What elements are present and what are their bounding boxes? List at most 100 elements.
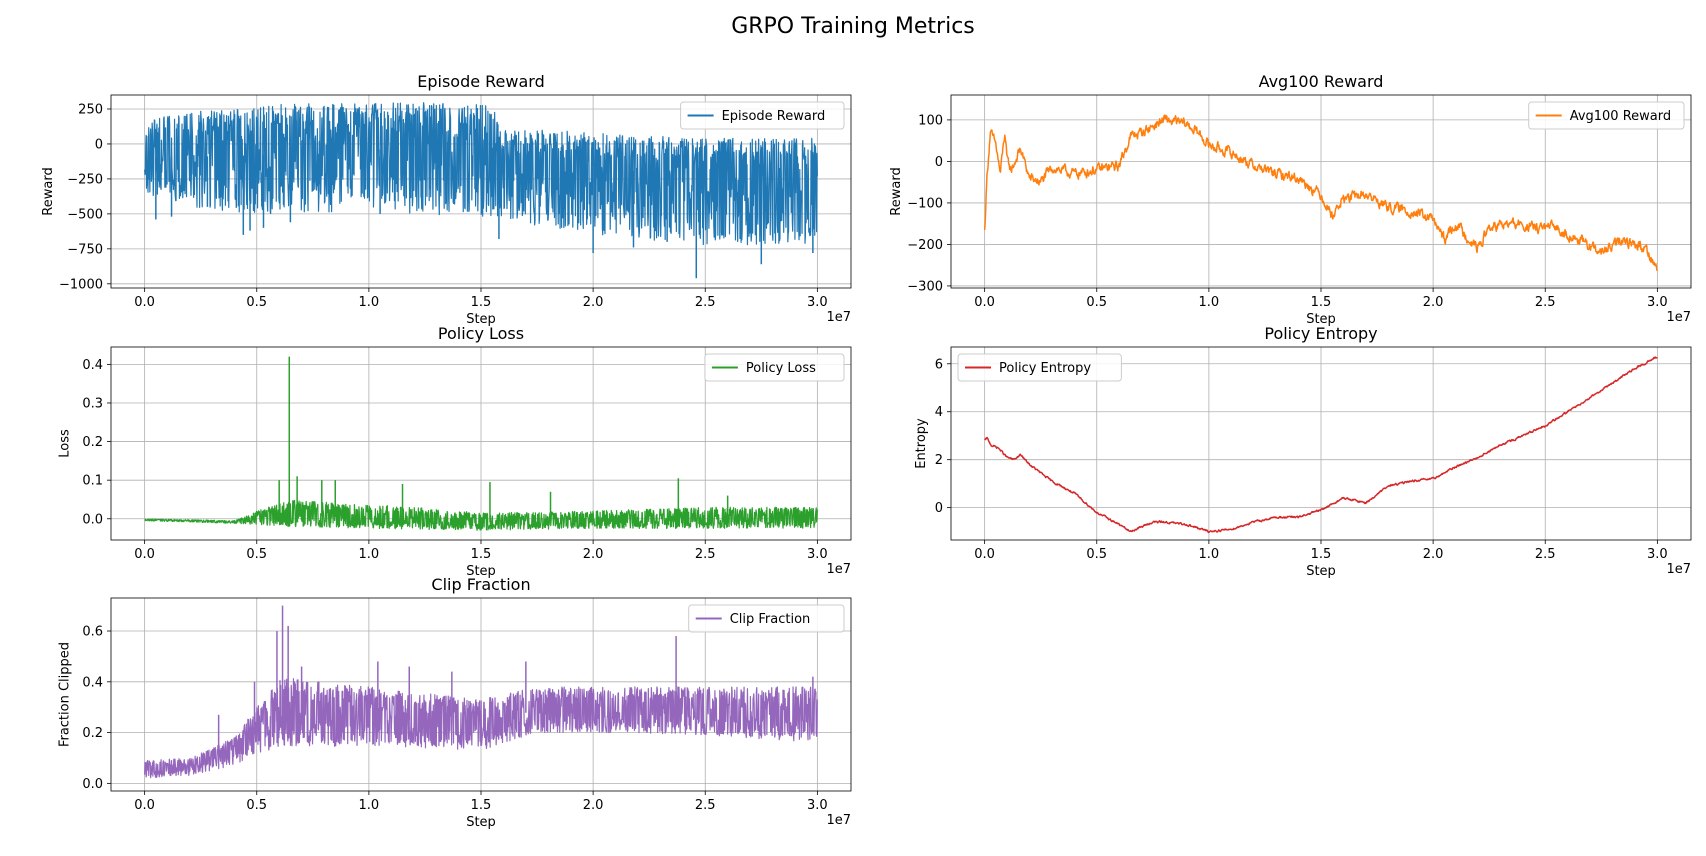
x-tick-label: 2.0 bbox=[583, 798, 604, 813]
legend: Policy Loss bbox=[704, 353, 845, 382]
y-axis-label: Reward bbox=[41, 167, 56, 215]
subplot-3: 0.0 0.5 1.0 1.5 2.0 2.5 3.0 0.0 0.1 0.2 0.3 0.4 1e7 P… bbox=[57, 324, 852, 579]
x-tick-label: 3.0 bbox=[1647, 547, 1668, 562]
x-tick-label: 1.5 bbox=[1311, 547, 1332, 562]
legend: Avg100 Reward bbox=[1528, 101, 1685, 130]
subplot-4: 0.0 0.5 1.0 1.5 2.0 2.5 3.0 0 2 4 6 1e7 Policy Entro… bbox=[914, 324, 1692, 579]
y-tick-label: 0.3 bbox=[82, 396, 103, 411]
subplots: 0.0 0.5 1.0 1.5 2.0 2.5 3.0−1000−750−500−25002… bbox=[41, 72, 1692, 830]
x-tick-label: 1.0 bbox=[359, 547, 380, 562]
y-tick-label: −250 bbox=[67, 172, 103, 187]
y-tick-label: 0 bbox=[935, 501, 943, 516]
series-path bbox=[144, 102, 818, 246]
x-tick-label: 1.5 bbox=[471, 295, 492, 310]
subplot-title: Avg100 Reward bbox=[1259, 72, 1384, 91]
x-tick-label: 1.0 bbox=[359, 798, 380, 813]
x-tick-label: 0.5 bbox=[1086, 547, 1107, 562]
subplot-2: 0.0 0.5 1.0 1.5 2.0 2.5 3.0 −300 −200 −100 0 100 1e7… bbox=[889, 72, 1692, 327]
y-tick-label: −200 bbox=[907, 238, 943, 253]
x-tick-label: 1.0 bbox=[1199, 547, 1220, 562]
x-axis-label: Step bbox=[466, 564, 496, 579]
legend-box bbox=[704, 353, 845, 382]
y-tick-label: 0.0 bbox=[82, 512, 103, 527]
series-path bbox=[983, 114, 1658, 272]
y-tick-label: 4 bbox=[935, 405, 943, 420]
legend-label: Clip Fraction bbox=[730, 612, 811, 627]
x-tick-label: 3.0 bbox=[1647, 295, 1668, 310]
legend-box bbox=[1528, 101, 1685, 130]
x-tick-label: 1.0 bbox=[359, 295, 380, 310]
x-tick-label: 2.5 bbox=[1535, 295, 1556, 310]
x-offset-label: 1e7 bbox=[826, 310, 851, 325]
subplot-1: 0.0 0.5 1.0 1.5 2.0 2.5 3.0 −1000 −750 −500 −250 0 2… bbox=[41, 72, 852, 327]
x-offset-label: 1e7 bbox=[826, 562, 851, 577]
y-tick-label: 0.2 bbox=[82, 435, 103, 450]
x-tick-label: 0.0 bbox=[134, 295, 155, 310]
x-tick-label: 2.5 bbox=[695, 295, 716, 310]
series-line bbox=[144, 356, 818, 531]
y-tick-label: 0.1 bbox=[82, 474, 103, 489]
x-tick-label: 1.5 bbox=[1311, 295, 1332, 310]
y-tick-label: 0 bbox=[95, 137, 103, 152]
subplot-5: 0.0 0.5 1.0 1.5 2.0 2.5 3.0 0.0 0.2 0.4 0.6 1e7 Clip… bbox=[57, 575, 852, 830]
series-line bbox=[983, 114, 1658, 272]
x-axis-label: Step bbox=[466, 312, 496, 327]
y-axis-label: Loss bbox=[57, 429, 72, 458]
y-tick-label: −500 bbox=[67, 207, 103, 222]
legend-box bbox=[680, 101, 845, 130]
subplot-title: Policy Entropy bbox=[1264, 324, 1377, 343]
y-tick-label: 0.0 bbox=[82, 777, 103, 792]
legend-box bbox=[688, 604, 845, 633]
legend: Clip Fraction bbox=[688, 604, 845, 633]
y-tick-label: −300 bbox=[907, 279, 943, 294]
x-tick-label: 0.5 bbox=[246, 547, 267, 562]
y-tick-label: 250 bbox=[78, 102, 103, 117]
y-tick-label: −750 bbox=[67, 242, 103, 257]
x-tick-label: 3.0 bbox=[807, 547, 828, 562]
x-tick-label: 2.0 bbox=[1423, 295, 1444, 310]
series-line bbox=[144, 605, 818, 779]
y-tick-label: −100 bbox=[907, 196, 943, 211]
series-path bbox=[144, 678, 818, 779]
legend-label: Avg100 Reward bbox=[1570, 109, 1671, 124]
x-tick-label: 0.5 bbox=[246, 295, 267, 310]
y-tick-label: 0.2 bbox=[82, 726, 103, 741]
x-tick-label: 0.5 bbox=[1086, 295, 1107, 310]
y-tick-label: 0.4 bbox=[82, 358, 103, 373]
x-tick-label: 2.5 bbox=[695, 798, 716, 813]
y-tick-label: 0.6 bbox=[82, 625, 103, 640]
y-tick-label: −1000 bbox=[59, 277, 103, 292]
y-axis-label: Entropy bbox=[914, 418, 929, 469]
x-tick-label: 2.0 bbox=[583, 295, 604, 310]
x-axis-label: Step bbox=[1306, 564, 1336, 579]
x-tick-label: 0.0 bbox=[134, 798, 155, 813]
x-tick-label: 0.0 bbox=[974, 295, 995, 310]
x-offset-label: 1e7 bbox=[826, 813, 851, 828]
x-tick-label: 0.0 bbox=[974, 547, 995, 562]
y-axis-label: Fraction Clipped bbox=[57, 642, 72, 747]
x-offset-label: 1e7 bbox=[1666, 310, 1691, 325]
series-path bbox=[984, 356, 1658, 534]
y-axis-label: Reward bbox=[889, 167, 904, 215]
x-tick-label: 2.0 bbox=[1423, 547, 1444, 562]
figure-title: GRPO Training Metrics bbox=[731, 14, 975, 39]
y-tick-label: 6 bbox=[935, 357, 943, 372]
x-tick-label: 2.0 bbox=[583, 547, 604, 562]
subplot-title: Clip Fraction bbox=[431, 575, 530, 594]
y-tick-label: 100 bbox=[918, 113, 943, 128]
series-line bbox=[144, 102, 818, 279]
subplot-title: Policy Loss bbox=[438, 324, 524, 343]
legend-box bbox=[957, 353, 1122, 382]
x-tick-label: 3.0 bbox=[807, 798, 828, 813]
x-tick-label: 1.5 bbox=[471, 798, 492, 813]
x-tick-label: 0.5 bbox=[246, 798, 267, 813]
legend-label: Policy Loss bbox=[746, 361, 816, 376]
x-tick-label: 2.5 bbox=[1535, 547, 1556, 562]
x-tick-label: 2.5 bbox=[695, 547, 716, 562]
legend: Policy Entropy bbox=[957, 353, 1122, 382]
x-tick-label: 1.5 bbox=[471, 547, 492, 562]
legend: Episode Reward bbox=[680, 101, 845, 130]
x-tick-label: 1.0 bbox=[1199, 295, 1220, 310]
legend-label: Episode Reward bbox=[722, 109, 826, 124]
series-path bbox=[144, 499, 818, 531]
